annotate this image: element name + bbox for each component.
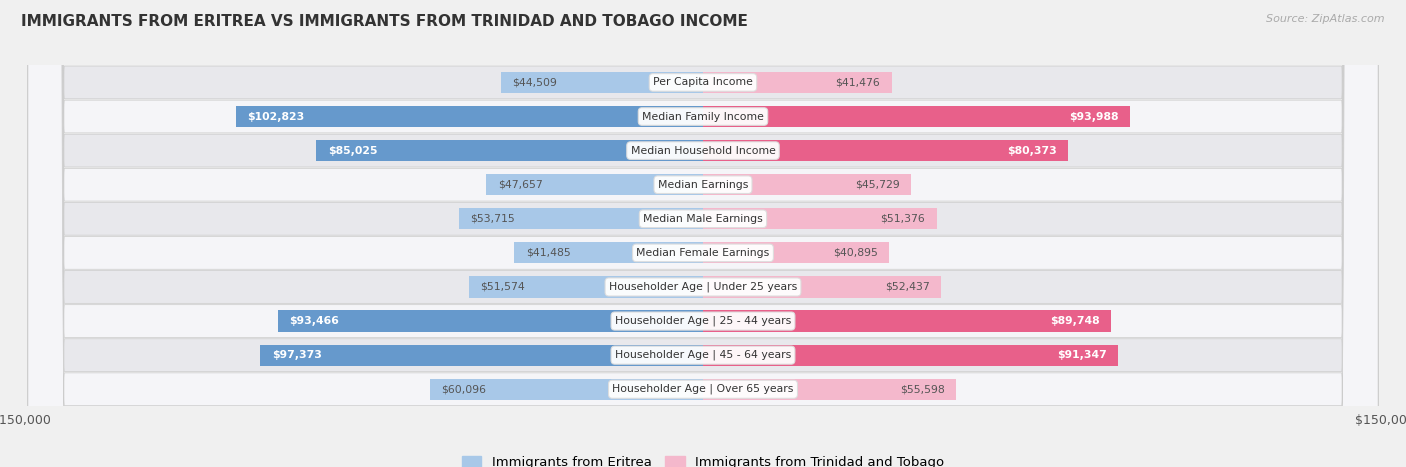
- FancyBboxPatch shape: [28, 0, 1378, 467]
- Text: $85,025: $85,025: [328, 146, 377, 156]
- Bar: [468, 276, 703, 297]
- FancyBboxPatch shape: [28, 0, 1378, 467]
- Text: Median Male Earnings: Median Male Earnings: [643, 214, 763, 224]
- FancyBboxPatch shape: [28, 0, 1378, 467]
- Text: Source: ZipAtlas.com: Source: ZipAtlas.com: [1267, 14, 1385, 24]
- FancyBboxPatch shape: [28, 0, 1378, 467]
- Bar: [703, 72, 891, 93]
- Bar: [703, 106, 1130, 127]
- Bar: [236, 106, 703, 127]
- FancyBboxPatch shape: [28, 0, 1378, 467]
- Text: $41,485: $41,485: [526, 248, 571, 258]
- Text: $60,096: $60,096: [441, 384, 486, 394]
- Text: $45,729: $45,729: [855, 180, 900, 190]
- Bar: [703, 242, 889, 263]
- Bar: [458, 208, 703, 229]
- Text: Per Capita Income: Per Capita Income: [652, 78, 754, 87]
- Text: $102,823: $102,823: [247, 112, 304, 121]
- Text: $44,509: $44,509: [512, 78, 557, 87]
- Text: $97,373: $97,373: [271, 350, 322, 360]
- Bar: [703, 345, 1118, 366]
- Text: $41,476: $41,476: [835, 78, 880, 87]
- Text: $53,715: $53,715: [470, 214, 515, 224]
- FancyBboxPatch shape: [28, 0, 1378, 467]
- Bar: [703, 379, 956, 400]
- Text: $47,657: $47,657: [498, 180, 543, 190]
- Text: Median Earnings: Median Earnings: [658, 180, 748, 190]
- Bar: [703, 174, 911, 195]
- Text: $91,347: $91,347: [1057, 350, 1107, 360]
- Text: Householder Age | Over 65 years: Householder Age | Over 65 years: [612, 384, 794, 395]
- Text: Householder Age | 45 - 64 years: Householder Age | 45 - 64 years: [614, 350, 792, 361]
- Text: Median Family Income: Median Family Income: [643, 112, 763, 121]
- Text: $89,748: $89,748: [1050, 316, 1099, 326]
- Text: IMMIGRANTS FROM ERITREA VS IMMIGRANTS FROM TRINIDAD AND TOBAGO INCOME: IMMIGRANTS FROM ERITREA VS IMMIGRANTS FR…: [21, 14, 748, 29]
- Text: Median Household Income: Median Household Income: [630, 146, 776, 156]
- FancyBboxPatch shape: [28, 0, 1378, 467]
- Bar: [703, 208, 936, 229]
- Text: $80,373: $80,373: [1007, 146, 1057, 156]
- Bar: [703, 140, 1069, 161]
- Text: Householder Age | Under 25 years: Householder Age | Under 25 years: [609, 282, 797, 292]
- Text: $93,988: $93,988: [1070, 112, 1119, 121]
- FancyBboxPatch shape: [28, 0, 1378, 467]
- Legend: Immigrants from Eritrea, Immigrants from Trinidad and Tobago: Immigrants from Eritrea, Immigrants from…: [457, 451, 949, 467]
- FancyBboxPatch shape: [28, 0, 1378, 467]
- Bar: [501, 72, 703, 93]
- Bar: [260, 345, 703, 366]
- Bar: [278, 311, 703, 332]
- Text: $51,574: $51,574: [479, 282, 524, 292]
- Text: Householder Age | 25 - 44 years: Householder Age | 25 - 44 years: [614, 316, 792, 326]
- Text: $40,895: $40,895: [832, 248, 877, 258]
- Bar: [486, 174, 703, 195]
- Bar: [430, 379, 703, 400]
- Bar: [703, 276, 942, 297]
- Text: $52,437: $52,437: [886, 282, 929, 292]
- FancyBboxPatch shape: [28, 0, 1378, 467]
- Bar: [703, 311, 1111, 332]
- Text: Median Female Earnings: Median Female Earnings: [637, 248, 769, 258]
- Text: $51,376: $51,376: [880, 214, 925, 224]
- Bar: [316, 140, 703, 161]
- Text: $93,466: $93,466: [290, 316, 339, 326]
- Text: $55,598: $55,598: [900, 384, 945, 394]
- Bar: [515, 242, 703, 263]
